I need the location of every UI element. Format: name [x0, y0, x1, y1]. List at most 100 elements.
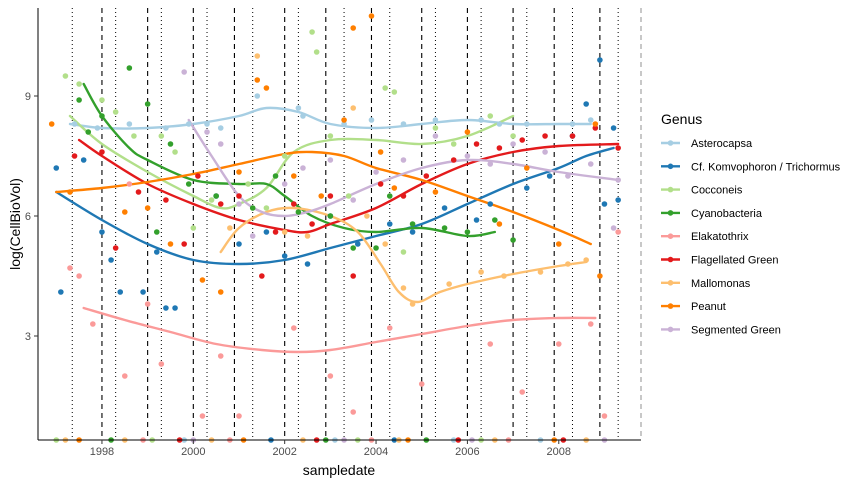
data-point	[464, 129, 471, 135]
data-point	[204, 129, 210, 135]
data-point	[163, 197, 169, 203]
data-point	[309, 221, 315, 227]
data-point	[58, 289, 64, 295]
data-point	[291, 325, 297, 331]
legend-key-point	[667, 303, 674, 309]
data-point	[601, 413, 608, 419]
data-point	[304, 261, 311, 267]
legend-items: Asterocapsa Cf. Komvophoron / Trichormus C…	[661, 138, 841, 336]
y-axis-title: log(CellBioVol)	[7, 178, 23, 270]
data-point	[386, 221, 393, 227]
data-point	[126, 181, 133, 187]
data-point	[121, 209, 128, 215]
trend-line	[82, 82, 497, 238]
data-point	[409, 229, 416, 235]
data-point	[236, 241, 242, 247]
data-point	[400, 285, 407, 291]
data-point	[327, 373, 334, 379]
data-point	[185, 121, 192, 127]
data-point	[85, 129, 92, 135]
data-point	[377, 149, 384, 155]
data-point	[190, 225, 197, 231]
data-point	[300, 165, 306, 171]
data-point	[67, 265, 73, 271]
data-point	[341, 121, 347, 127]
data-point	[126, 121, 133, 127]
data-point	[615, 177, 621, 183]
data-point	[99, 149, 105, 155]
data-point	[450, 141, 457, 147]
data-point	[158, 133, 165, 139]
data-point	[441, 225, 448, 231]
data-point	[478, 117, 484, 123]
data-point	[300, 113, 306, 119]
data-point	[615, 197, 621, 203]
legend-key-point	[667, 140, 674, 146]
data-point	[99, 113, 105, 119]
data-point	[565, 261, 571, 267]
data-point	[386, 193, 393, 199]
x-tick-label: 2000	[181, 446, 205, 458]
data-point	[318, 193, 325, 199]
data-point	[281, 253, 288, 259]
data-point	[377, 181, 384, 187]
data-point	[254, 93, 261, 99]
data-point	[167, 141, 174, 147]
data-point	[409, 221, 416, 227]
legend-label: Cf. Komvophoron / Trichormus	[691, 161, 841, 173]
data-point	[350, 409, 357, 415]
trend-line	[55, 150, 592, 246]
legend-label: Asterocapsa	[691, 138, 753, 150]
trend-lines	[55, 82, 620, 354]
data-point	[350, 273, 357, 279]
data-point	[510, 133, 516, 139]
x-axis-title: sampledate	[303, 462, 376, 478]
data-point	[131, 133, 137, 139]
data-point	[519, 389, 526, 395]
data-point	[272, 229, 279, 235]
data-point	[373, 169, 379, 175]
data-point	[117, 289, 124, 295]
data-point	[492, 217, 498, 223]
data-point	[263, 205, 270, 211]
data-point	[249, 205, 256, 211]
y-tick-label: 3	[25, 331, 31, 343]
data-point	[350, 197, 357, 203]
data-point	[432, 125, 439, 131]
data-point	[327, 157, 334, 163]
data-point	[354, 241, 361, 247]
data-point	[76, 273, 82, 279]
data-point	[350, 25, 357, 31]
data-point	[432, 117, 439, 123]
data-point	[400, 249, 407, 255]
data-point	[510, 237, 516, 243]
data-point	[409, 301, 416, 307]
data-point	[487, 113, 494, 119]
data-point	[423, 173, 430, 179]
data-point	[350, 245, 357, 251]
data-point	[80, 157, 87, 163]
trend-line	[219, 206, 588, 304]
data-point	[199, 277, 206, 283]
data-point	[217, 201, 224, 207]
data-point	[542, 133, 548, 139]
data-point	[555, 241, 562, 247]
data-point	[368, 117, 375, 123]
data-point	[144, 101, 151, 107]
legend-key-point	[667, 233, 674, 239]
data-point	[587, 117, 594, 123]
x-tick-label: 2004	[364, 446, 388, 458]
data-point	[217, 289, 224, 295]
data-point	[99, 229, 105, 235]
data-point	[487, 161, 494, 167]
data-point	[400, 157, 407, 163]
data-point	[263, 85, 270, 91]
data-point	[464, 153, 471, 159]
legend-key-point	[667, 280, 674, 286]
data-point	[140, 289, 146, 295]
data-point	[281, 181, 288, 187]
data-point	[368, 13, 375, 19]
data-point	[583, 257, 589, 263]
trend-line	[55, 146, 615, 266]
